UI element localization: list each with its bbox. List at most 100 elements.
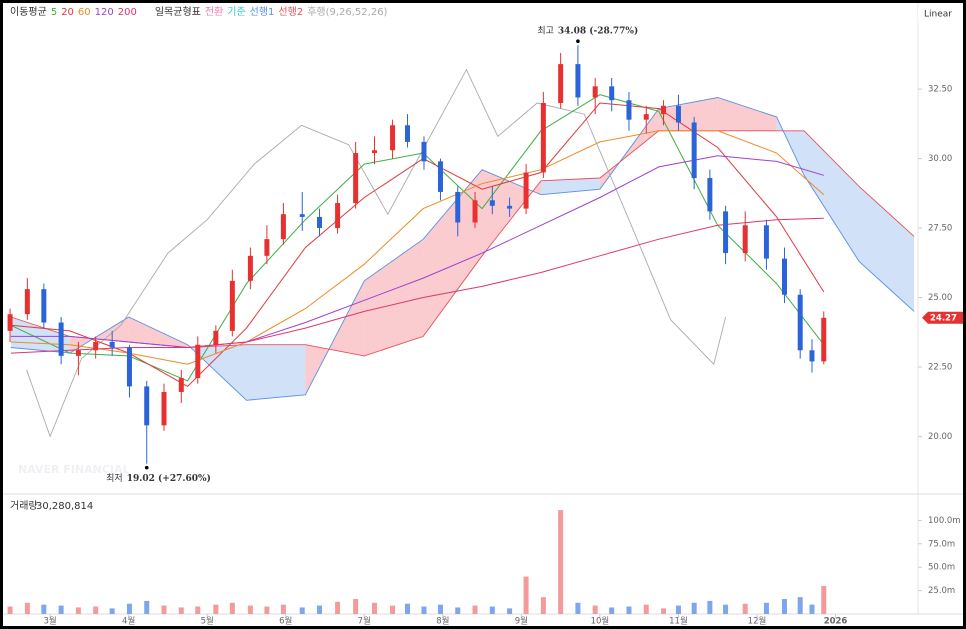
low-title: 최저 [106, 473, 123, 484]
volume-bar [742, 603, 748, 614]
candle-body [195, 344, 201, 379]
candle-body [455, 191, 461, 223]
candle-body [58, 322, 64, 356]
legend-item: 5 [51, 7, 57, 18]
y-tick-label: 32.50 [928, 85, 952, 95]
volume-bar [126, 603, 132, 614]
candle-body [421, 141, 427, 162]
candle-body [371, 150, 377, 154]
volume-bar [575, 602, 581, 614]
volume-bar [661, 608, 667, 614]
candle-body [661, 105, 667, 115]
volume-bar [353, 599, 359, 614]
volume-bar [299, 607, 305, 614]
candle-body [75, 350, 81, 356]
y-tick-label: 20.00 [928, 432, 952, 442]
legend-item: 전환 [205, 6, 223, 18]
high-title: 최고 [537, 26, 554, 37]
candle-body [404, 125, 410, 142]
volume-bar [213, 604, 219, 614]
candle-body [299, 214, 305, 217]
candle-body [144, 386, 150, 426]
volume-bar [707, 600, 713, 614]
volume-bar [626, 606, 632, 614]
high-marker [576, 39, 580, 44]
cloud-segment [859, 186, 915, 312]
candle-body [390, 125, 396, 151]
volume-bar [335, 601, 341, 614]
volume-bar [609, 607, 615, 614]
x-tick-label: 12월 [748, 616, 767, 627]
volume-bar [643, 604, 649, 614]
volume-tick-label: 100.0m [928, 516, 961, 526]
volume-bar [489, 606, 495, 614]
ichimoku-line [26, 68, 727, 438]
volume-bar [390, 605, 396, 614]
x-tick-label: 10월 [591, 616, 610, 627]
candle-body [626, 100, 632, 120]
legend-item: 선행1 [250, 6, 275, 18]
x-tick-label: 3월 [44, 616, 57, 627]
candle-body [742, 225, 748, 254]
candle-body [161, 391, 167, 426]
candle-body [93, 341, 99, 351]
cloud-segment [128, 316, 188, 348]
candle-body [707, 178, 713, 212]
candle-body [821, 317, 827, 362]
volume-bar [109, 608, 115, 614]
volume-tick-label: 25.0m [928, 586, 955, 596]
x-tick-label: 8월 [436, 616, 449, 627]
volume-total: 30,280,814 [36, 501, 93, 512]
volume-bar [781, 599, 787, 614]
moving-average [10, 217, 824, 354]
candle-body [809, 350, 815, 362]
legend-item: 20 [61, 7, 74, 18]
candle-body [247, 255, 253, 281]
candle-body [575, 64, 581, 98]
candle-body [41, 289, 47, 323]
cloud-segment [804, 130, 860, 262]
x-tick-label: 4월 [122, 616, 135, 627]
y-tick-label: 22.50 [928, 362, 952, 372]
moving-average [10, 155, 824, 349]
candle-body [335, 203, 341, 229]
volume-bar [371, 602, 377, 614]
volume-bar [41, 604, 47, 614]
volume-label: 거래량 [10, 500, 38, 512]
volume-bar [540, 597, 546, 614]
volume-bar [144, 600, 150, 614]
volume-bar [797, 597, 803, 614]
x-tick-label: 6월 [279, 616, 292, 627]
volume-bar [178, 607, 184, 614]
volume-bar [592, 605, 598, 614]
candle-body [558, 64, 564, 104]
volume-bar [455, 607, 461, 614]
volume-bar [691, 602, 697, 614]
candle-body [797, 294, 803, 351]
x-tick-label: 2026 [824, 617, 848, 627]
cloud-segment [246, 344, 306, 401]
y-tick-label: 30.00 [928, 154, 952, 164]
last-price-tag [922, 311, 963, 324]
candle-body [264, 239, 270, 256]
volume-bar [821, 585, 827, 614]
candle-body [592, 86, 598, 98]
volume-bar [280, 604, 286, 614]
legend-item: 60 [78, 7, 91, 18]
candle-body [675, 105, 681, 123]
candle-body [472, 200, 478, 223]
candle-body [609, 86, 615, 101]
candle-body [437, 161, 443, 192]
scale-button[interactable]: Linear [924, 10, 952, 20]
cloud-segment [364, 239, 424, 356]
scale-button-bg[interactable] [918, 5, 962, 23]
legend-item: 120 [95, 7, 114, 18]
volume-bar [229, 602, 235, 614]
candle-body [213, 330, 219, 345]
legend-item: 후행(9,26,52,26) [307, 6, 387, 18]
candle-body [489, 200, 495, 206]
legend-item: 선행2 [278, 6, 303, 18]
volume-bar [7, 606, 13, 614]
volume-bar [247, 605, 253, 614]
